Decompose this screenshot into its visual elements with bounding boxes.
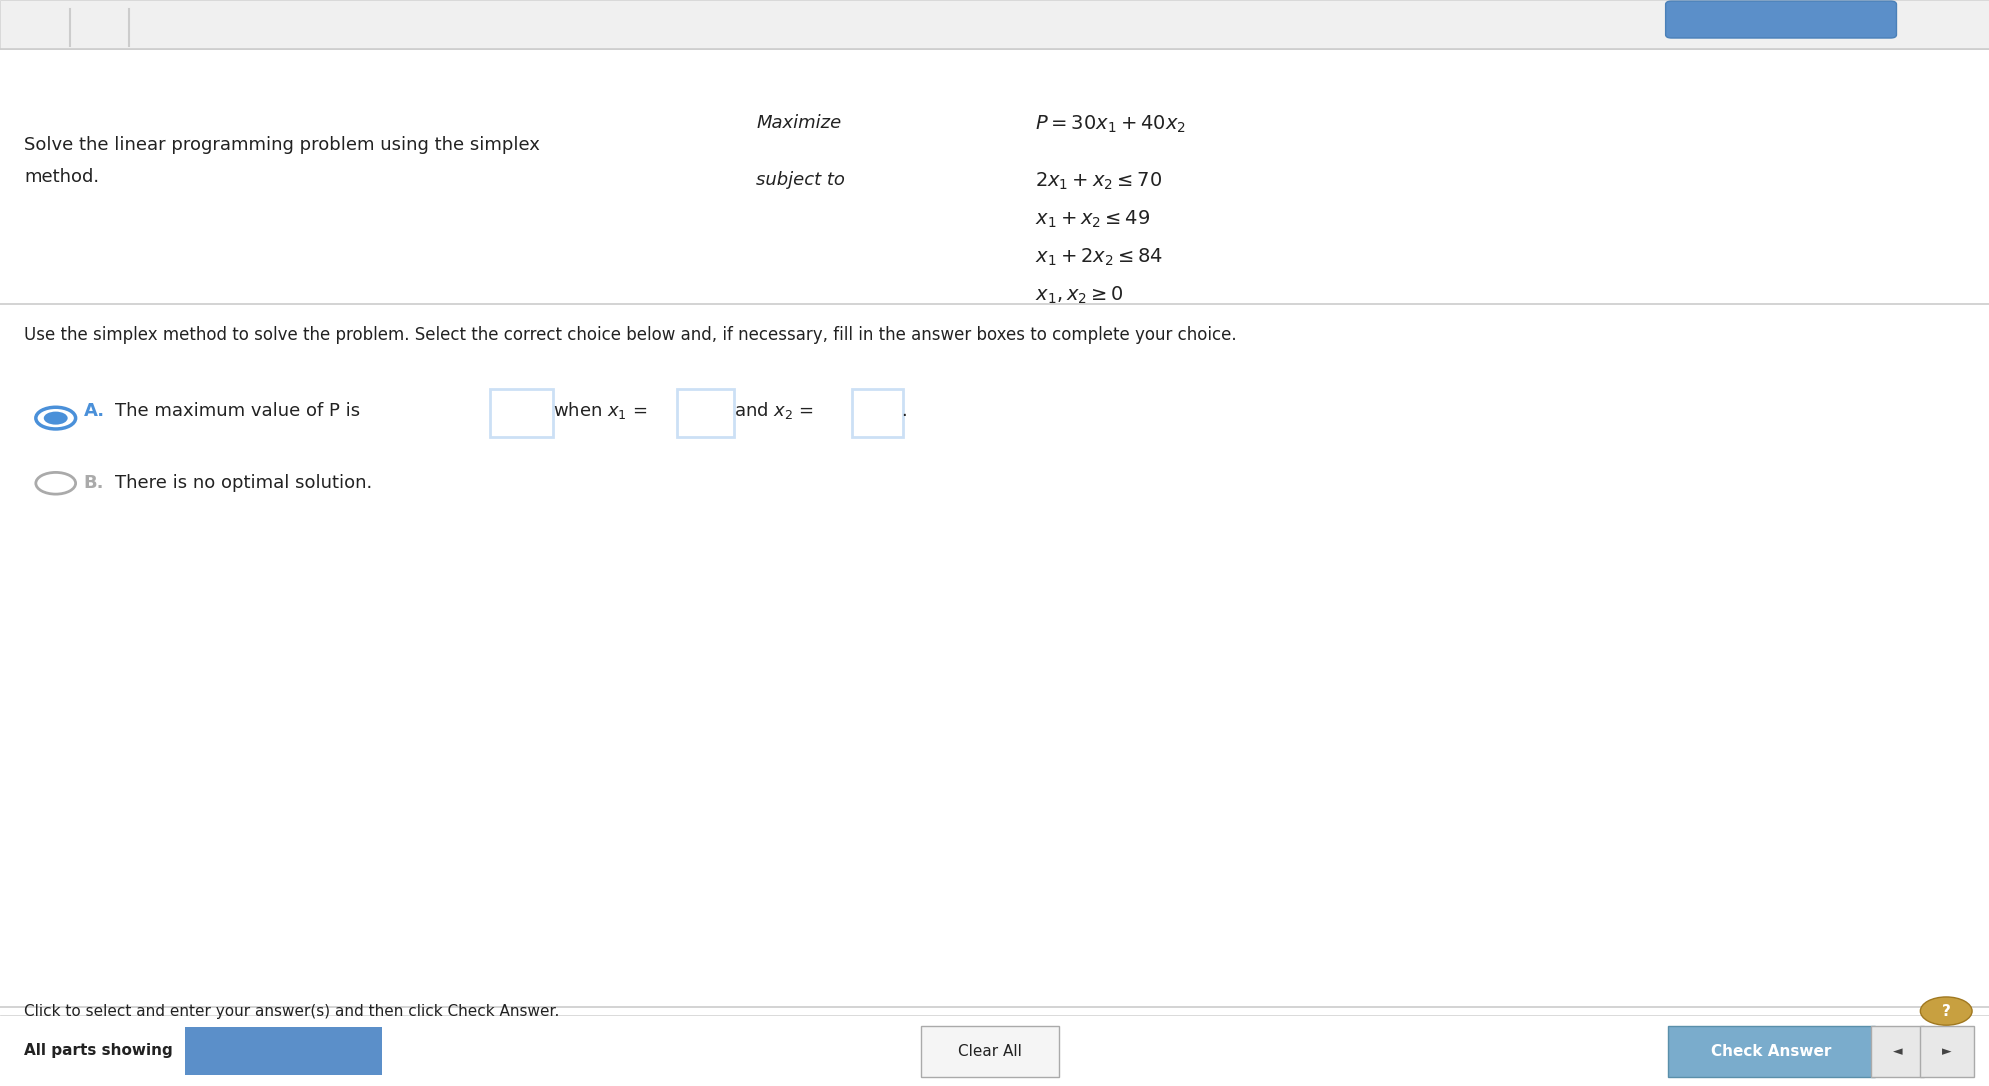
FancyBboxPatch shape (1870, 1026, 1923, 1077)
Text: ►: ► (1941, 1045, 1951, 1058)
FancyBboxPatch shape (185, 1027, 382, 1075)
FancyBboxPatch shape (1665, 1, 1896, 38)
Circle shape (1919, 997, 1971, 1025)
FancyBboxPatch shape (676, 389, 734, 437)
Text: ?: ? (1941, 1003, 1949, 1019)
Circle shape (36, 407, 76, 429)
Text: $x_1, x_2 \geq 0$: $x_1, x_2 \geq 0$ (1034, 285, 1124, 306)
Text: Clear All: Clear All (957, 1044, 1022, 1059)
FancyBboxPatch shape (489, 389, 553, 437)
FancyBboxPatch shape (1667, 1026, 1874, 1077)
Text: The maximum value of P is: The maximum value of P is (115, 402, 360, 419)
Text: ◄: ◄ (1892, 1045, 1901, 1058)
Text: when $x_1$ =: when $x_1$ = (553, 400, 646, 421)
FancyBboxPatch shape (0, 1015, 1989, 1086)
Text: There is no optimal solution.: There is no optimal solution. (115, 475, 372, 492)
Text: and $x_2$ =: and $x_2$ = (734, 400, 814, 421)
Text: Use the simplex method to solve the problem. Select the correct choice below and: Use the simplex method to solve the prob… (24, 326, 1235, 344)
FancyBboxPatch shape (921, 1026, 1058, 1077)
Text: .: . (901, 402, 907, 419)
Text: A.: A. (84, 402, 105, 419)
Text: $P = 30x_1 + 40x_2$: $P = 30x_1 + 40x_2$ (1034, 114, 1185, 136)
Text: Check Answer: Check Answer (1711, 1044, 1830, 1059)
Text: B.: B. (84, 475, 103, 492)
Text: Click to select and enter your answer(s) and then click Check Answer.: Click to select and enter your answer(s)… (24, 1003, 559, 1019)
Text: $2x_1 + x_2 \leq 70$: $2x_1 + x_2 \leq 70$ (1034, 171, 1162, 192)
FancyBboxPatch shape (851, 389, 903, 437)
Text: Maximize: Maximize (756, 114, 841, 132)
Circle shape (44, 412, 68, 425)
Text: All parts showing: All parts showing (24, 1043, 173, 1058)
Text: $x_1 + x_2 \leq 49$: $x_1 + x_2 \leq 49$ (1034, 209, 1150, 230)
Circle shape (36, 472, 76, 494)
Text: Solve the linear programming problem using the simplex
method.: Solve the linear programming problem usi… (24, 136, 539, 186)
Text: subject to: subject to (756, 171, 845, 189)
FancyBboxPatch shape (0, 0, 1989, 49)
FancyBboxPatch shape (1919, 1026, 1973, 1077)
Text: $x_1 + 2x_2 \leq 84$: $x_1 + 2x_2 \leq 84$ (1034, 247, 1162, 268)
